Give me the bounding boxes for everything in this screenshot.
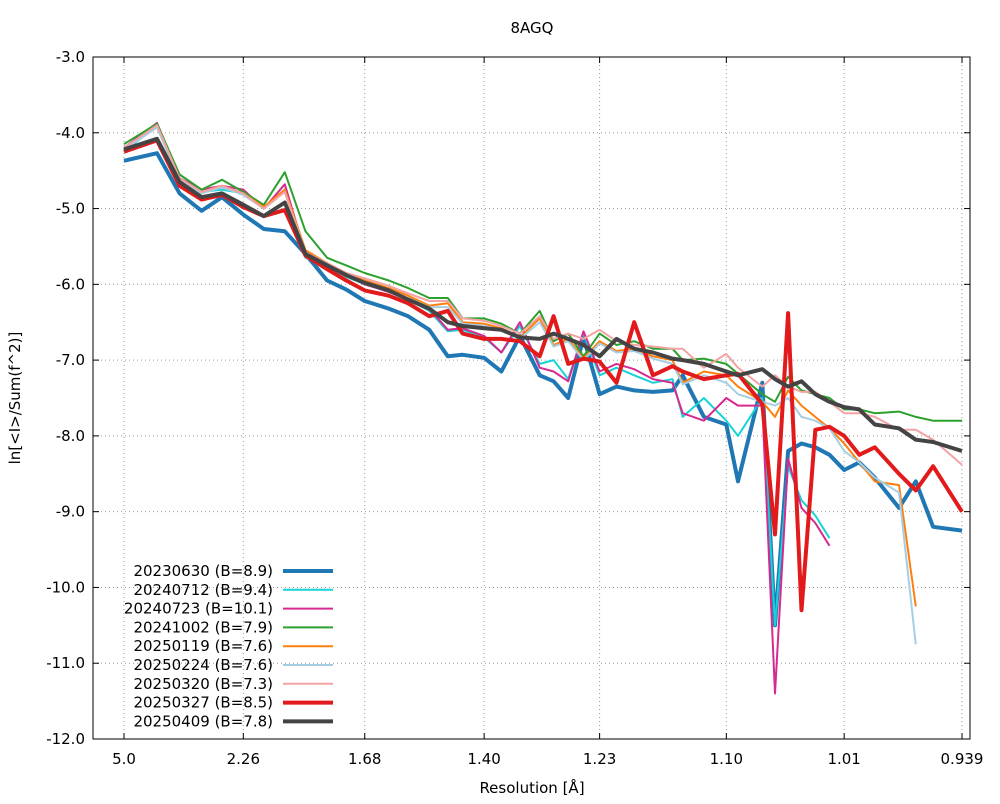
y-tick-label: -4.0 [56, 124, 85, 142]
legend-label: 20240712 (B=9.4) [133, 581, 273, 599]
legend-label: 20250224 (B=7.6) [133, 656, 273, 674]
series-line-9 [123, 136, 963, 453]
series-line-7 [123, 124, 963, 466]
y-tick-label: -7.0 [56, 351, 85, 369]
x-tick-label: 5.0 [112, 750, 136, 768]
x-tick-label: 0.939 [941, 750, 984, 768]
x-tick-label: 2.26 [227, 750, 260, 768]
legend-label: 20250327 (B=8.5) [133, 694, 273, 712]
y-axis-label: ln[<I>/Sum(f^2)] [6, 332, 24, 465]
y-tick-label: -12.0 [46, 730, 85, 748]
y-tick-label: -6.0 [56, 275, 85, 293]
legend-label: 20240723 (B=10.1) [124, 600, 273, 618]
y-tick-label: -5.0 [56, 200, 85, 218]
x-axis-label: Resolution [Å] [479, 778, 584, 797]
legend-label: 20250119 (B=7.6) [133, 637, 273, 655]
x-tick-label: 1.01 [827, 750, 860, 768]
x-tick-label: 1.23 [583, 750, 616, 768]
x-tick-label: 1.68 [348, 750, 381, 768]
y-tick-label: -8.0 [56, 427, 85, 445]
y-tick-label: -3.0 [56, 48, 85, 66]
grid [93, 57, 970, 739]
legend-label: 20250409 (B=7.8) [133, 712, 273, 730]
legend-label: 20230630 (B=8.9) [133, 562, 273, 580]
ticks: -3.0 -4.0 -5.0 -6.0 -7.0 -8.0 -9.0 -10.0 -11.0 -1… [46, 48, 983, 768]
x-tick-label: 1.40 [467, 750, 500, 768]
legend-label: 20250320 (B=7.3) [133, 675, 273, 693]
legend-label: 20241002 (B=7.9) [133, 618, 273, 636]
y-tick-label: -9.0 [56, 503, 85, 521]
series-line-1 [123, 151, 963, 628]
x-tick-label: 1.10 [710, 750, 743, 768]
legend: 20230630 (B=8.9)20240712 (B=9.4)20240723… [124, 562, 333, 730]
y-tick-label: -11.0 [46, 654, 85, 672]
chart-title: 8AGQ [511, 19, 554, 37]
series-layer [123, 121, 964, 695]
y-tick-label: -10.0 [46, 578, 85, 596]
plot-frame [92, 56, 971, 740]
